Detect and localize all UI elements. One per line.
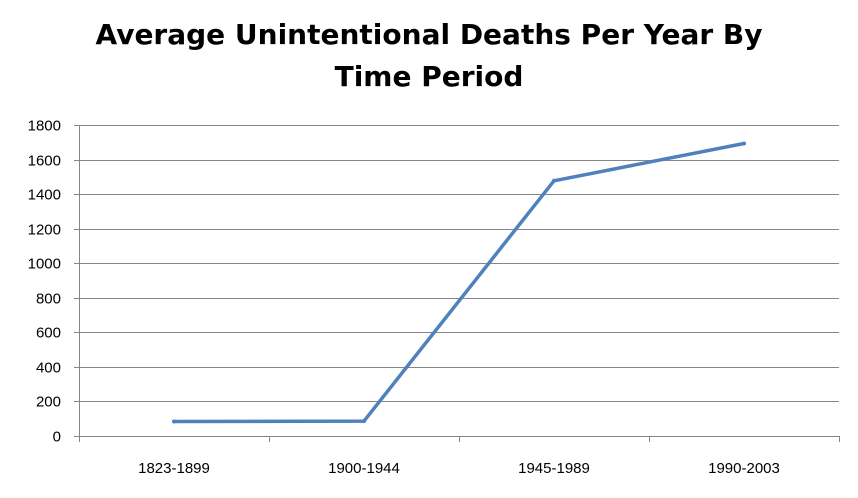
gridlines [79,125,839,402]
chart-title: Average Unintentional Deaths Per Year By… [0,14,858,98]
x-tick-label: 1990-2003 [708,460,780,477]
y-tick-label: 1000 [28,256,61,273]
axes [74,125,840,442]
y-tick-label: 1400 [28,187,61,204]
x-tick-label: 1823-1899 [138,460,210,477]
x-tick-label: 1945-1989 [518,460,590,477]
data-point [362,419,366,424]
y-tick-label: 400 [36,360,61,377]
data-point [742,141,746,146]
y-axis-tick-labels: 0 200 400 600 800 1000 1200 1400 1600 1800 [28,118,61,446]
y-tick-label: 200 [36,394,61,411]
y-tick-label: 1600 [28,153,61,170]
y-tick-label: 1200 [28,222,61,239]
x-tick-label: 1900-1944 [328,460,400,477]
series-line-0 [173,141,745,424]
y-tick-label: 600 [36,325,61,342]
data-point [172,419,176,424]
y-tick-label: 0 [53,429,61,446]
x-axis-tick-labels: 1823-1899 1900-1944 1945-1989 1990-2003 [138,460,780,477]
data-point [552,178,556,183]
chart-title-line-1: Average Unintentional Deaths Per Year By [95,18,763,51]
y-tick-label: 1800 [28,118,61,135]
y-tick-label: 800 [36,291,61,308]
series [172,141,746,424]
chart-title-line-2: Time Period [334,60,524,93]
